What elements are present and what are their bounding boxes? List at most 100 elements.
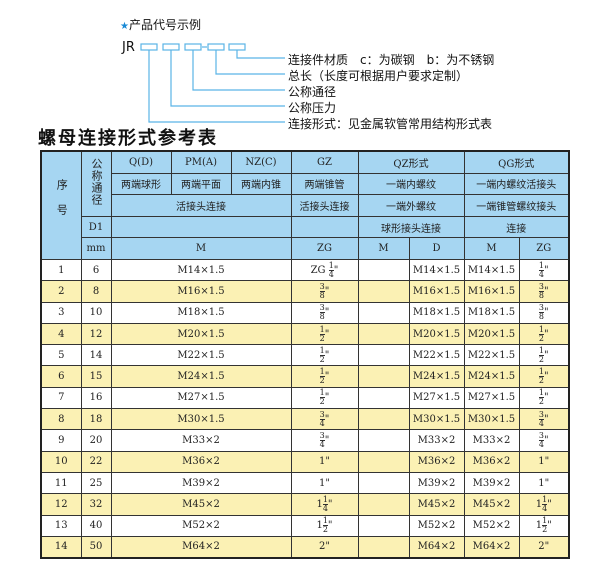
cell-qz-m — [357, 322, 410, 346]
zg-numerator: 1 — [319, 367, 325, 378]
table-body: 1 6 M14×1.5 ZG 1 4 " M14×1.5 M14×1.5 1 4 " 2 8 M16×1… — [40, 258, 570, 559]
cell-qz-d: M39×2 — [408, 471, 465, 495]
zg-inch-mark: " — [547, 520, 552, 532]
cell-qg-m: M64×2 — [463, 535, 520, 559]
cell-zg: 1 1 2 " — [290, 514, 359, 537]
cell-dn: 16 — [80, 386, 112, 410]
zg-denominator: 4 — [322, 503, 328, 513]
zg-numerator: 1 — [538, 260, 544, 271]
cell-dn: 6 — [80, 258, 112, 282]
cell-dn: 10 — [80, 301, 112, 324]
cell-no: 2 — [40, 280, 82, 303]
cell-qg-zg: 1 2 " — [518, 365, 570, 388]
zg-inch-mark: " — [543, 413, 549, 425]
cell-dn: 20 — [80, 429, 112, 452]
zg-inch-mark: " — [324, 328, 330, 340]
table-row: 13 40 M52×2 1 1 2 " M52×2 M52×2 1 1 2 " — [40, 514, 570, 537]
cell-zg: 3 4 " — [290, 408, 359, 431]
header-qd: Q(D) — [110, 150, 172, 174]
zg-whole: 1" — [538, 456, 550, 468]
zg-inch-mark: " — [324, 434, 330, 446]
cell-m: M33×2 — [110, 429, 292, 452]
zg-whole: 2" — [538, 541, 550, 553]
zg-inch-mark: " — [324, 371, 330, 383]
cell-m: M24×1.5 — [110, 365, 292, 388]
cell-no: 9 — [40, 429, 82, 452]
zg-inch-mark: " — [543, 328, 549, 340]
cell-m: M39×2 — [110, 471, 292, 495]
cell-qz-d: M16×1.5 — [408, 280, 465, 303]
zg-inch-mark: " — [324, 307, 330, 319]
zg-denominator: 2 — [319, 376, 325, 386]
zg-numerator: 1 — [538, 345, 544, 356]
zg-inch-mark: " — [543, 264, 549, 276]
table-row: 4 12 M20×1.5 1 2 " M20×1.5 M20×1.5 1 2 " — [40, 322, 570, 346]
cell-qz-d: M14×1.5 — [408, 258, 465, 282]
cell-qg-m: M39×2 — [463, 471, 520, 495]
cell-no: 1 — [40, 258, 82, 282]
zg-inch-mark: " — [324, 392, 330, 404]
zg-numerator: 1 — [322, 494, 328, 505]
zg-numerator: 1 — [542, 516, 548, 527]
table-row: 11 25 M39×2 1" M39×2 M39×2 1" — [40, 471, 570, 495]
zg-inch-mark: " — [324, 413, 330, 425]
cell-qg-zg: 1 2 " — [518, 344, 570, 367]
cell-no: 8 — [40, 408, 82, 431]
cell-qz-m — [357, 514, 410, 537]
zg-whole: 1 — [535, 498, 543, 510]
header-qg-desc2: 一端锥管螺纹接头 — [463, 194, 570, 217]
header-m: M — [110, 237, 292, 260]
label-nominal-pressure: 公称压力 — [288, 101, 337, 115]
zg-numerator: 3 — [538, 303, 544, 314]
table-row: 12 32 M45×2 1 1 4 " M45×2 M45×2 1 1 4 " — [40, 493, 570, 516]
zg-denominator: 4 — [319, 418, 325, 428]
header-pm-desc: 两端平面 — [170, 172, 232, 196]
cell-qz-m — [357, 493, 410, 516]
cell-dn: 22 — [80, 450, 112, 473]
table-row: 6 15 M24×1.5 1 2 " M24×1.5 M24×1.5 1 2 " — [40, 365, 570, 388]
zg-numerator: 1 — [319, 345, 325, 356]
cell-m: M27×1.5 — [110, 386, 292, 410]
header-qg-zg: ZG — [518, 237, 570, 260]
nut-connection-table: 序号 公称通径 Q(D) PM(A) NZ(C) GZ QZ形式 QG形式 两端… — [40, 150, 570, 560]
zg-numerator: 1 — [322, 516, 328, 527]
example-heading: ★产品代号示例 — [120, 16, 201, 33]
zg-numerator: 1 — [538, 367, 544, 378]
cell-no: 6 — [40, 365, 82, 388]
cell-m: M64×2 — [110, 535, 292, 559]
zg-denominator: 2 — [542, 525, 548, 535]
cell-qz-m — [357, 280, 410, 303]
cell-m: M52×2 — [110, 514, 292, 537]
header-gz-desc: 两端锥管 — [290, 172, 359, 196]
header-qz-desc3: 球形接头连接 — [357, 215, 465, 239]
label-length: 总长（长度可根据用户要求定制） — [288, 69, 469, 83]
zg-whole: 1 — [535, 520, 543, 532]
cell-dn: 32 — [80, 493, 112, 516]
zg-inch-mark: " — [327, 498, 333, 510]
code-prefix: JR — [122, 40, 135, 55]
zg-denominator: 4 — [538, 269, 544, 279]
zg-inch-mark: " — [543, 371, 549, 383]
cell-qg-zg: 1" — [518, 450, 570, 473]
star-icon: ★ — [120, 21, 129, 32]
zg-denominator: 8 — [319, 312, 325, 322]
label-connection-type: 连接形式：见金属软管常用结构形式表 — [288, 117, 493, 131]
header-gz: GZ — [290, 150, 359, 174]
zg-denominator: 8 — [538, 312, 544, 322]
cell-qg-zg: 3 4 " — [518, 408, 570, 431]
header-d1: D1 — [80, 215, 112, 239]
cell-qg-zg: 1 1 2 " — [518, 514, 570, 537]
cell-zg: 1 2 " — [290, 365, 359, 388]
label-nominal-diameter: 公称通径 — [288, 85, 337, 99]
zg-numerator: 3 — [319, 409, 325, 420]
zg-numerator: 3 — [319, 303, 325, 314]
cell-qg-m: M22×1.5 — [463, 344, 520, 367]
header-mm: mm — [80, 237, 112, 260]
